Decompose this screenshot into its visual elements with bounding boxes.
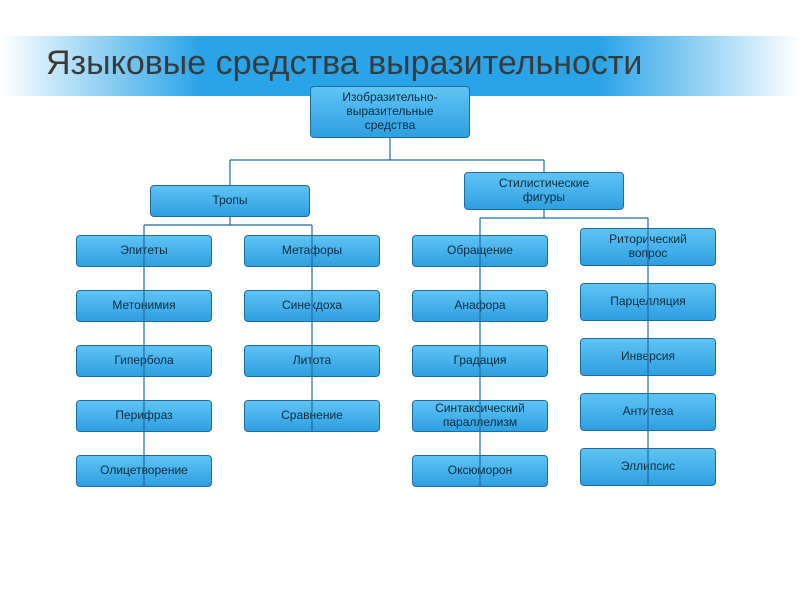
node-label: Гипербола [114, 354, 173, 368]
node-col1-0: Эпитеты [76, 235, 212, 267]
node-tropy: Тропы [150, 185, 310, 217]
node-label: Анафора [454, 299, 505, 313]
node-col3-3: Синтаксическийпараллелизм [412, 400, 548, 432]
node-col1-4: Олицетворение [76, 455, 212, 487]
node-label: Изобразительно-выразительныесредства [342, 91, 437, 132]
node-label: Стилистическиефигуры [499, 177, 589, 205]
page-title: Языковые средства выразительности [46, 44, 642, 83]
node-col2-0: Метафоры [244, 235, 380, 267]
node-figures: Стилистическиефигуры [464, 172, 624, 210]
node-col3-0: Обращение [412, 235, 548, 267]
node-label: Метафоры [282, 244, 342, 258]
node-col3-2: Градация [412, 345, 548, 377]
node-col2-2: Литота [244, 345, 380, 377]
node-label: Эллипсис [621, 460, 675, 474]
node-col4-0: Риторическийвопрос [580, 228, 716, 266]
node-col4-2: Инверсия [580, 338, 716, 376]
node-label: Градация [454, 354, 507, 368]
node-label: Сравнение [281, 409, 343, 423]
node-label: Риторическийвопрос [609, 233, 687, 261]
node-col3-4: Оксюморон [412, 455, 548, 487]
node-label: Перифраз [115, 409, 172, 423]
node-col1-2: Гипербола [76, 345, 212, 377]
node-col2-1: Синекдоха [244, 290, 380, 322]
node-col4-3: Антитеза [580, 393, 716, 431]
node-col3-1: Анафора [412, 290, 548, 322]
node-label: Инверсия [621, 350, 675, 364]
node-col4-4: Эллипсис [580, 448, 716, 486]
node-label: Парцелляция [610, 295, 686, 309]
node-label: Литота [293, 354, 331, 368]
node-col2-3: Сравнение [244, 400, 380, 432]
node-label: Тропы [212, 194, 247, 208]
node-col1-3: Перифраз [76, 400, 212, 432]
node-label: Метонимия [112, 299, 175, 313]
node-label: Синтаксическийпараллелизм [435, 402, 525, 430]
node-label: Антитеза [623, 405, 674, 419]
node-label: Эпитеты [120, 244, 168, 258]
node-label: Синекдоха [282, 299, 342, 313]
node-col1-1: Метонимия [76, 290, 212, 322]
node-label: Оксюморон [448, 464, 512, 478]
node-root: Изобразительно-выразительныесредства [310, 86, 470, 138]
node-label: Олицетворение [100, 464, 188, 478]
node-label: Обращение [447, 244, 513, 258]
node-col4-1: Парцелляция [580, 283, 716, 321]
